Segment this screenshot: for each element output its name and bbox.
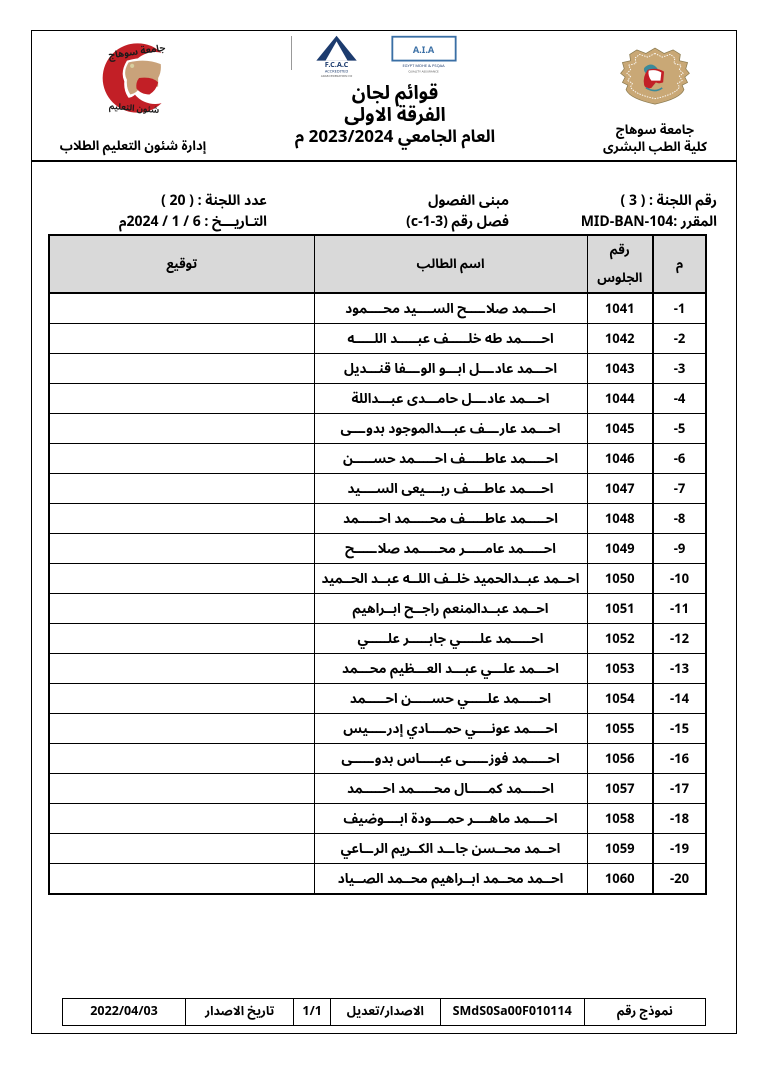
svg-text:ARAB FEDERATION OF: ARAB FEDERATION OF bbox=[321, 74, 353, 79]
svg-text:A.I.A: A.I.A bbox=[413, 40, 435, 60]
svg-text:شئون التعليم: شئون التعليم bbox=[108, 98, 160, 118]
